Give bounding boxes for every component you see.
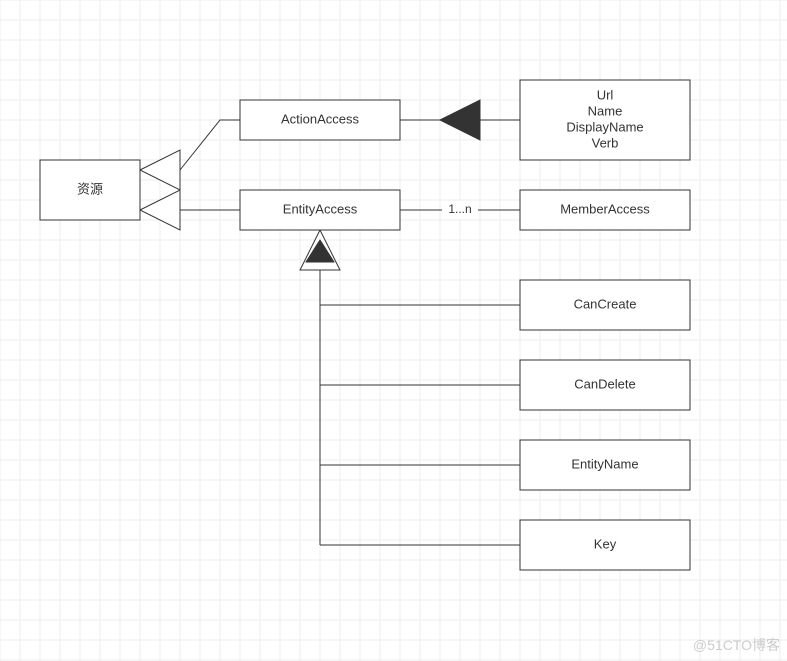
node-text: 资源 [77, 181, 103, 196]
node-text: Verb [592, 135, 619, 150]
node-text: EntityName [571, 456, 638, 471]
node-canDelete: CanDelete [520, 360, 690, 410]
node-key: Key [520, 520, 690, 570]
node-text: CanCreate [574, 296, 637, 311]
node-urlBox: UrlNameDisplayNameVerb [520, 80, 690, 160]
node-text: CanDelete [574, 376, 635, 391]
node-canCreate: CanCreate [520, 280, 690, 330]
diagram-canvas: 1...n 资源 ActionAccess EntityAccess UrlNameDi… [0, 0, 787, 661]
edge-label: 1...n [448, 202, 471, 216]
edges: 1...n [140, 120, 520, 545]
node-entityAccess: EntityAccess [240, 190, 400, 230]
node-text: EntityAccess [283, 201, 358, 216]
node-text: Name [588, 103, 623, 118]
node-text: ActionAccess [281, 111, 360, 126]
node-resource: 资源 [40, 160, 140, 220]
node-text: DisplayName [566, 119, 643, 134]
node-text: Key [594, 536, 617, 551]
node-actionAccess: ActionAccess [240, 100, 400, 140]
node-entityName: EntityName [520, 440, 690, 490]
node-text: MemberAccess [560, 201, 650, 216]
nodes: 资源 ActionAccess EntityAccess UrlNameDisplay… [40, 80, 690, 570]
watermark: @51CTO博客 [693, 637, 780, 653]
node-text: Url [597, 87, 614, 102]
node-memberAccess: MemberAccess [520, 190, 690, 230]
edge-e-tri-action-line [180, 120, 240, 170]
